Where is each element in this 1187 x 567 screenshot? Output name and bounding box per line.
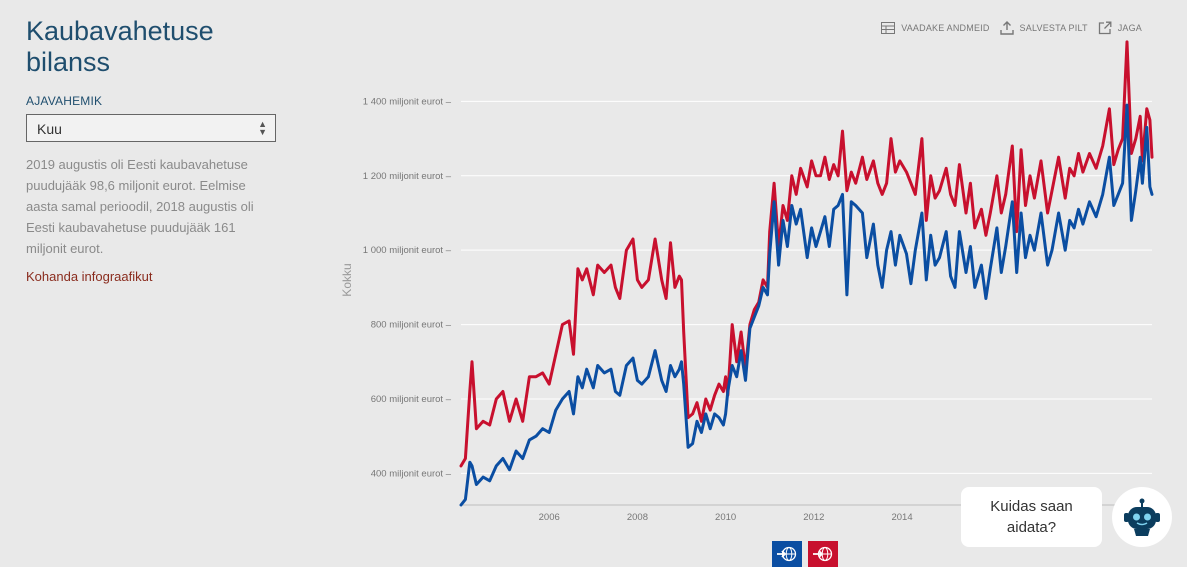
summary-text: 2019 augustis oli Eesti kaubavahetuse pu… xyxy=(26,157,254,256)
x-tick-label: 2014 xyxy=(891,512,912,523)
period-selected-value: Kuu xyxy=(37,121,62,137)
period-label: AJAVAHEMIK xyxy=(26,94,103,108)
title-line-1: Kaubavahetuse xyxy=(26,16,214,46)
y-tick-label: 600 miljonit eurot – xyxy=(371,394,452,405)
y-tick-label: 1 000 miljonit eurot – xyxy=(363,245,452,256)
external-link-icon xyxy=(1098,21,1112,35)
left-panel: Kaubavahetuse bilanss AJAVAHEMIK Kuu ▲ ▼ … xyxy=(26,16,276,284)
globe-arrow-in-icon xyxy=(813,546,833,562)
x-tick-label: 2012 xyxy=(803,512,824,523)
page-title: Kaubavahetuse bilanss xyxy=(26,16,276,78)
view-data-button[interactable]: VAADAKE ANDMEID xyxy=(881,22,989,34)
y-tick-label: 400 miljonit eurot – xyxy=(371,468,452,479)
table-icon xyxy=(881,22,896,34)
save-image-label: SALVESTA PILT xyxy=(1019,23,1088,33)
chat-prompt-bubble[interactable]: Kuidas saan aidata? xyxy=(961,487,1102,547)
toolbar: VAADAKE ANDMEID SALVESTA PILT JAGA xyxy=(881,21,1142,35)
series-toggle-buttons xyxy=(772,541,838,567)
series-line-0 xyxy=(459,40,1154,468)
chat-line-1: Kuidas saan xyxy=(990,498,1073,515)
import-series-button[interactable] xyxy=(808,541,838,567)
y-tick-label: 1 200 miljonit eurot – xyxy=(363,171,452,182)
view-data-label: VAADAKE ANDMEID xyxy=(901,23,990,33)
title-line-2: bilanss xyxy=(26,47,111,77)
x-tick-label: 2010 xyxy=(715,512,736,523)
share-label: JAGA xyxy=(1117,23,1142,33)
globe-arrow-out-icon xyxy=(777,546,797,562)
share-button[interactable]: JAGA xyxy=(1098,21,1142,35)
customize-link[interactable]: Kohanda infograafikut xyxy=(26,269,153,284)
series-line-1 xyxy=(459,103,1154,507)
save-image-button[interactable]: SALVESTA PILT xyxy=(999,21,1088,35)
y-tick-label: 1 400 miljonit eurot – xyxy=(363,96,452,107)
x-tick-label: 2006 xyxy=(539,512,560,523)
period-select[interactable]: Kuu ▲ ▼ xyxy=(26,114,276,142)
select-arrows-icon: ▲ ▼ xyxy=(258,119,267,137)
y-axis-label: Kokku xyxy=(340,263,354,296)
export-series-button[interactable] xyxy=(772,541,802,567)
upload-icon xyxy=(999,21,1014,35)
robot-icon xyxy=(1124,498,1160,536)
y-tick-label: 800 miljonit eurot – xyxy=(371,320,452,331)
chat-line-2: aidata? xyxy=(1006,519,1057,536)
x-tick-label: 2008 xyxy=(627,512,648,523)
chatbot-button[interactable] xyxy=(1112,487,1172,547)
